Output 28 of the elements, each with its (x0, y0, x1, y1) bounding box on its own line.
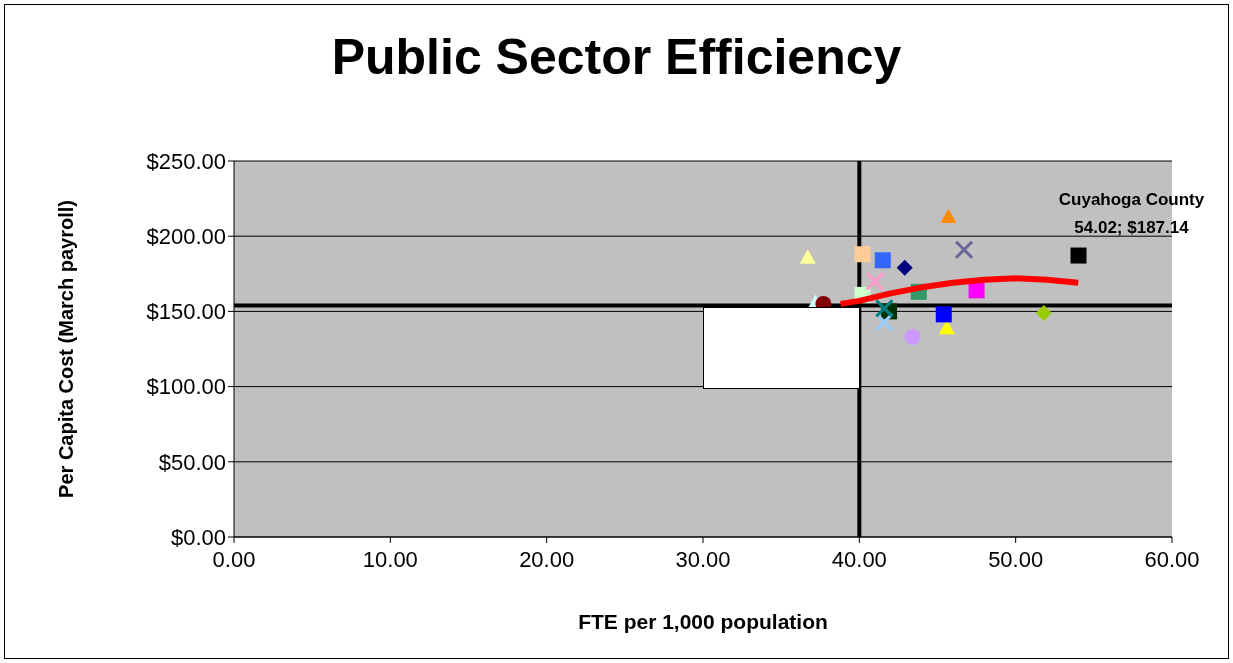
x-tick-label: 50.00 (988, 546, 1044, 572)
y-tick-label: $150.00 (146, 299, 226, 325)
point (954, 240, 974, 260)
point (799, 249, 816, 264)
x-tick-label: 10.00 (362, 546, 418, 572)
chart-title: Public Sector Efficiency (330, 28, 903, 86)
point (854, 246, 871, 263)
point (874, 298, 894, 318)
y-axis-title: Per Capita Cost (March payroll) (53, 199, 78, 500)
annotation: Cuyahoga County 54.02; $187.14 (1058, 189, 1205, 237)
point (904, 328, 921, 345)
point (874, 252, 891, 269)
y-tick-label: $250.00 (146, 148, 226, 174)
y-tick-label: $50.00 (158, 449, 226, 475)
point (896, 259, 913, 276)
x-tick-label: 20.00 (519, 546, 575, 572)
point (1035, 304, 1052, 321)
x-tick-label: 30.00 (675, 546, 731, 572)
y-tick-label: $200.00 (146, 224, 226, 250)
x-tick-label: 60.00 (1144, 546, 1200, 572)
x-tick-label: 40.00 (831, 546, 887, 572)
y-tick-label: $100.00 (146, 374, 226, 400)
point (865, 271, 885, 291)
point (968, 282, 985, 299)
point (935, 306, 952, 323)
x-axis-title: FTE per 1,000 population (577, 610, 829, 634)
point (940, 208, 957, 224)
point (1070, 247, 1087, 264)
